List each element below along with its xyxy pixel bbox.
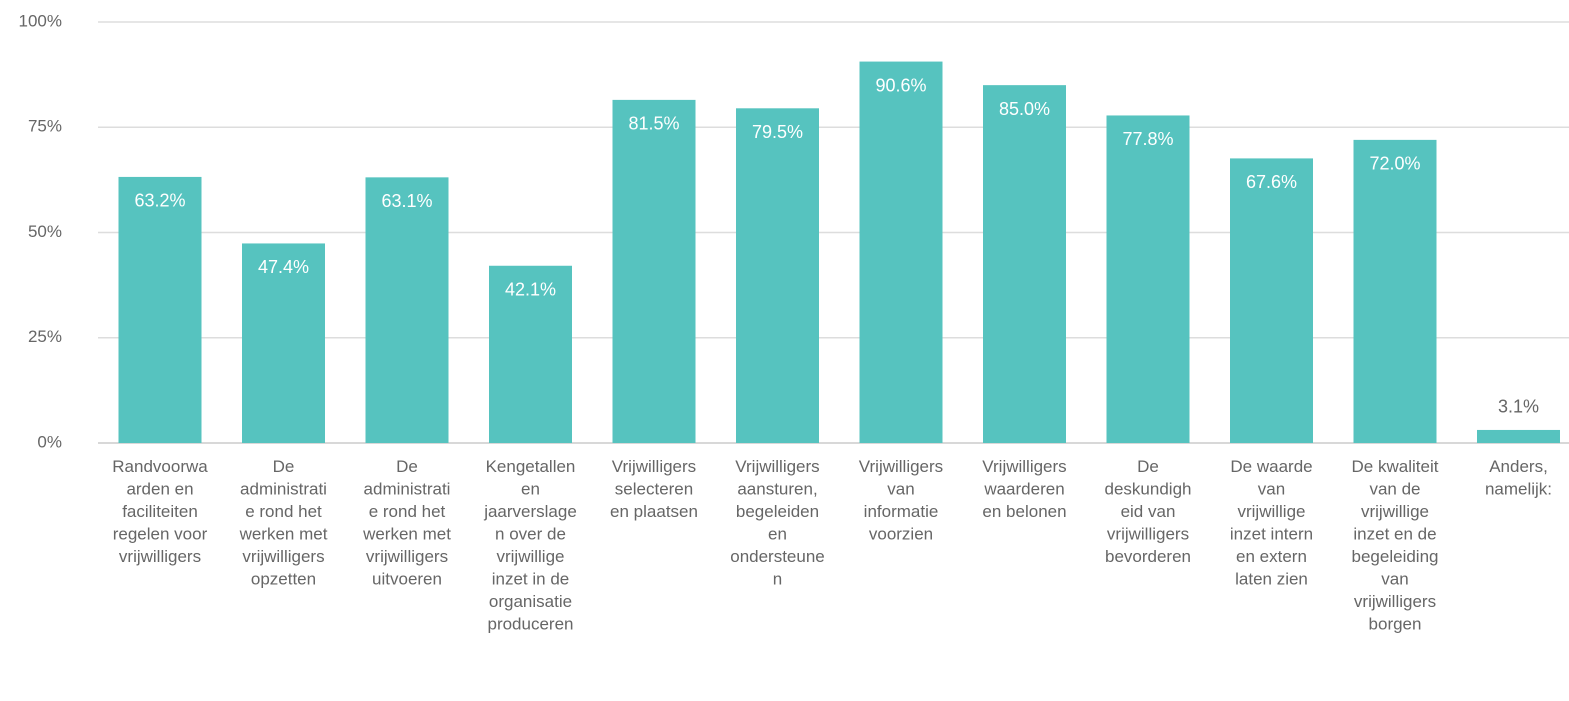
value-label: 79.5% [752, 122, 803, 142]
x-tick-label: Vrijwilligers waarderen en belonen [982, 457, 1066, 521]
bar [736, 108, 819, 444]
bar [1106, 115, 1190, 443]
value-label: 81.5% [628, 114, 679, 134]
x-tick-label: De waarde van vrijwillige inzet intern en ex… [1230, 457, 1313, 589]
x-tick-label: Vrijwilligers aansturen, begeleiden en onder… [730, 457, 825, 589]
value-label: 72.0% [1369, 154, 1420, 174]
value-label: 63.1% [381, 191, 432, 211]
y-tick-label: 50% [28, 222, 62, 241]
y-tick-label: 75% [28, 117, 62, 136]
x-tick-label: De administrati e rond het werken met vrijwi… [239, 457, 328, 589]
bar [1477, 429, 1560, 443]
value-label: 85.0% [999, 99, 1050, 119]
x-tick-label: De kwaliteit van de vrijwillige inzet en de… [1352, 457, 1439, 634]
x-tick-label: De deskundigh eid van vrijwilligers bevorder… [1105, 457, 1192, 566]
bar [1230, 158, 1313, 444]
y-tick-label: 25% [28, 327, 62, 346]
bar [242, 243, 325, 443]
value-label: 3.1% [1498, 397, 1539, 417]
x-tick-label: Randvoorwa arden en faciliteiten regelen vo… [112, 457, 208, 566]
x-tick-label: Kengetallen en jaarverslage n over de vrijwi… [483, 457, 577, 634]
bar [118, 176, 202, 444]
value-label: 77.8% [1122, 129, 1173, 149]
bar [612, 99, 696, 443]
value-label: 42.1% [505, 280, 556, 300]
value-label: 67.6% [1246, 172, 1297, 192]
value-label: 63.2% [134, 191, 185, 211]
x-tick-label: De administrati e rond het werken met vrijwi… [362, 457, 451, 589]
y-tick-label: 0% [37, 432, 62, 451]
bar [859, 61, 943, 443]
y-tick-label: 100% [19, 11, 62, 30]
bar [365, 177, 449, 443]
value-label: 90.6% [875, 75, 926, 95]
bar [983, 85, 1066, 444]
value-label: 47.4% [258, 257, 309, 277]
x-tick-label: Anders, namelijk: [1485, 457, 1552, 499]
x-tick-label: Vrijwilligers selecteren en plaatsen [610, 457, 698, 521]
bar [1353, 139, 1437, 443]
x-tick-label: Vrijwilligers van informatie voorzien [859, 457, 943, 544]
bar [489, 265, 572, 443]
